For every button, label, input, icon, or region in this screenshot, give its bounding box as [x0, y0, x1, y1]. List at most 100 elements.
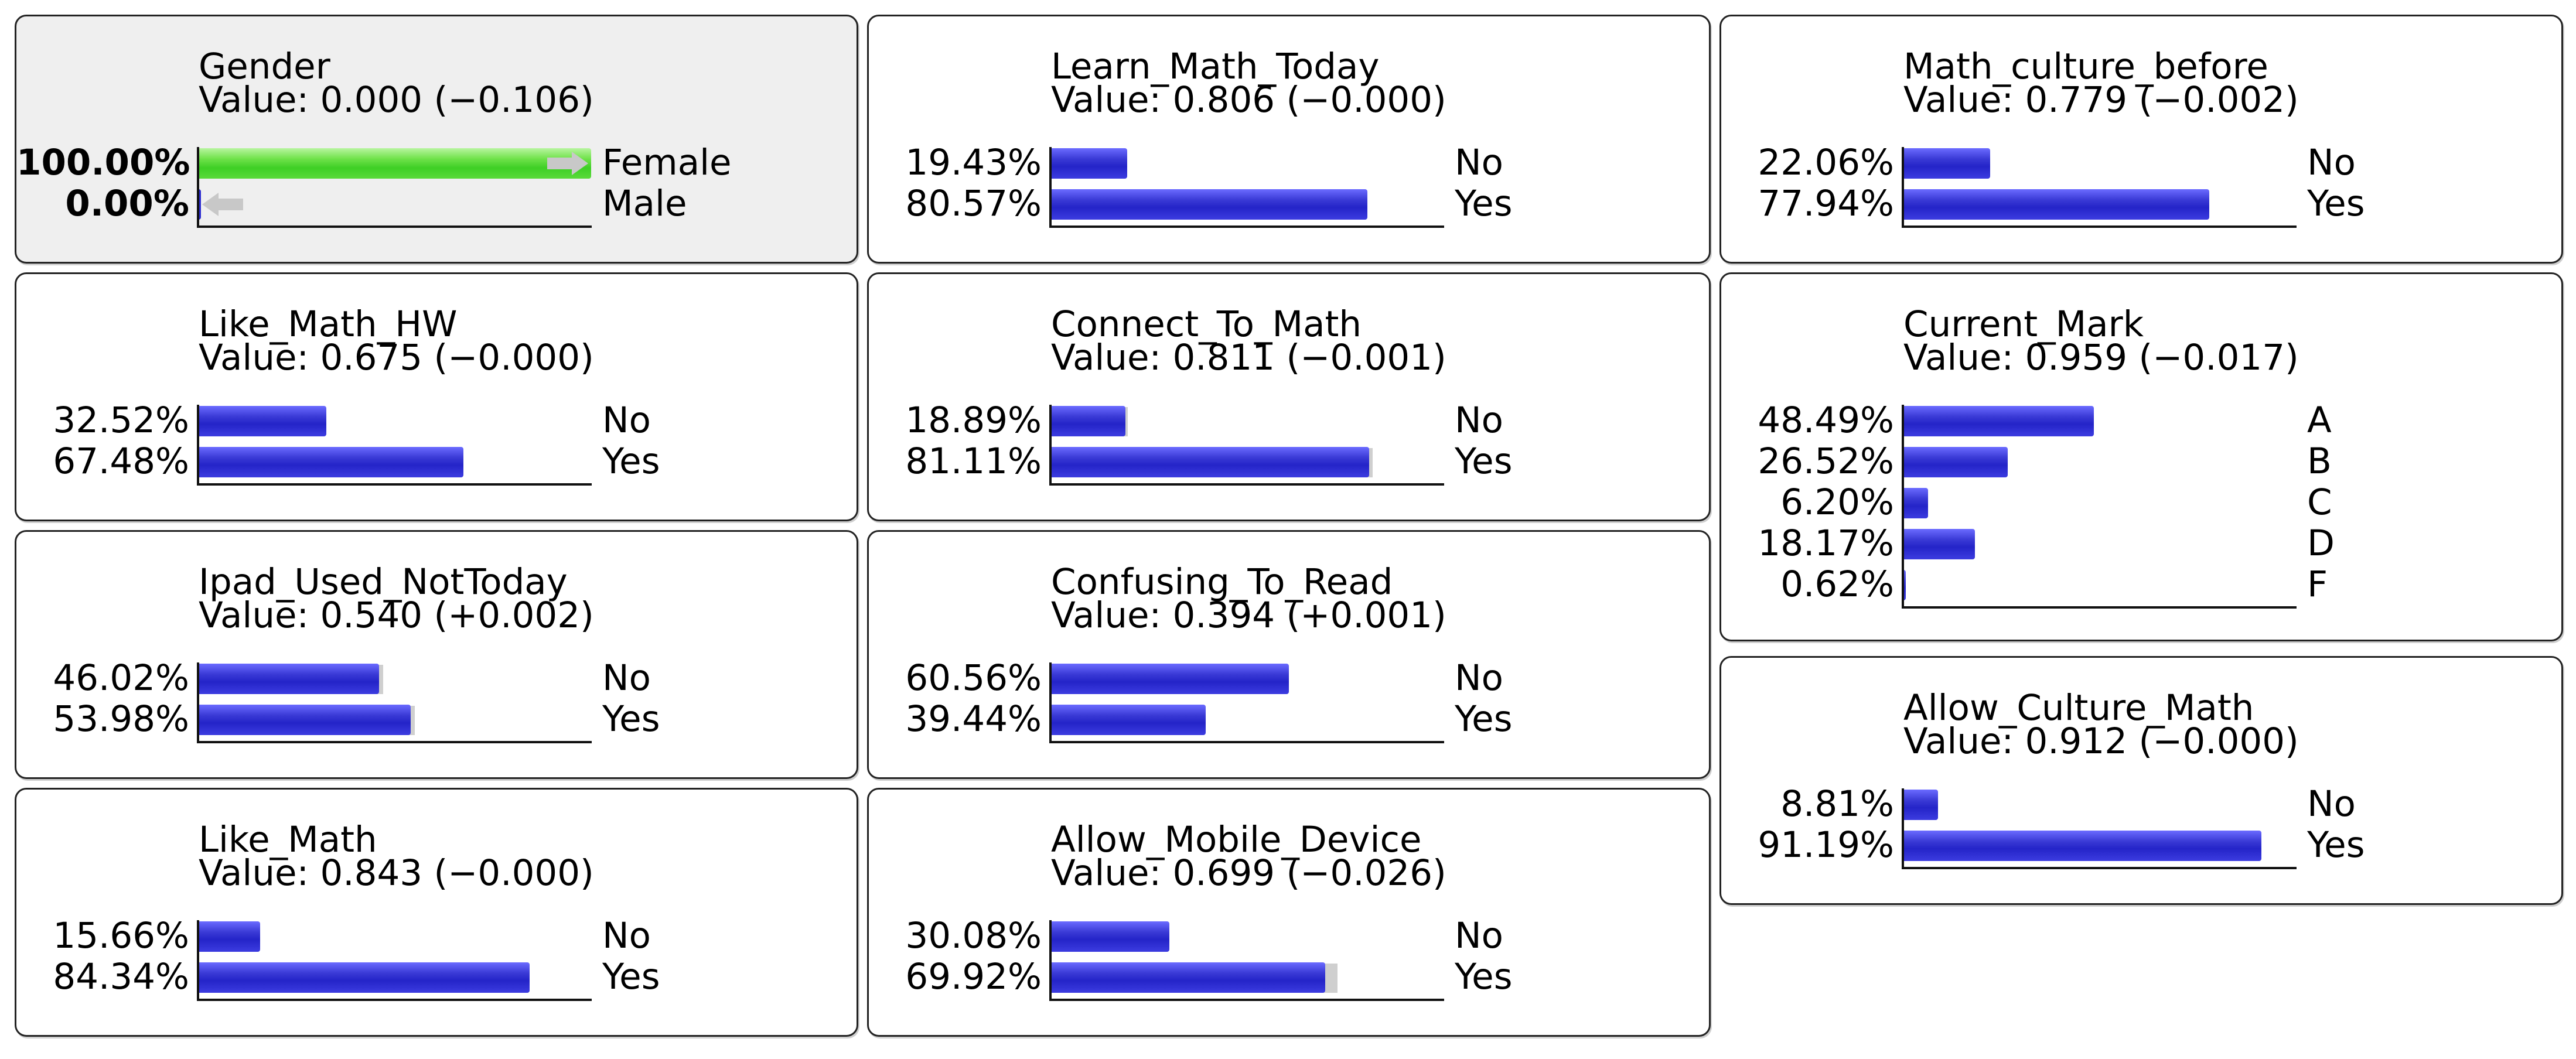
- bar-axis-horizontal: [1049, 741, 1444, 743]
- state-label: A: [2307, 399, 2332, 441]
- state-label: Yes: [1455, 183, 1513, 224]
- state-probability: 6.20%: [1780, 481, 1894, 523]
- node-confusing-to-read[interactable]: Confusing_To_Read Value: 0.394 (+0.001) 60…: [867, 530, 1711, 779]
- node-allow-mobile-device[interactable]: Allow_Mobile_Device Value: 0.699 (−0.026)…: [867, 788, 1711, 1037]
- state-bar-area: [1051, 658, 1444, 699]
- state-row[interactable]: 22.06% No: [1721, 142, 2565, 183]
- probability-bar: [199, 705, 411, 735]
- probability-bar: [1903, 790, 1939, 820]
- state-row[interactable]: 0.00% Male: [16, 183, 860, 224]
- state-row[interactable]: 80.57% Yes: [869, 183, 1712, 224]
- node-like-math[interactable]: Like_Math Value: 0.843 (−0.000) 15.66% No 84…: [15, 788, 858, 1037]
- probability-bar: [199, 447, 464, 477]
- state-bar-area: [1903, 564, 2296, 605]
- state-probability: 18.89%: [905, 399, 1042, 441]
- node-value: Value: 0.540 (+0.002): [199, 595, 594, 636]
- state-row[interactable]: 77.94% Yes: [1721, 183, 2565, 224]
- node-value: Value: 0.959 (−0.017): [1903, 337, 2299, 378]
- node-like-math-hw[interactable]: Like_Math_HW Value: 0.675 (−0.000) 32.52% N…: [15, 272, 858, 521]
- probability-bar: [199, 406, 326, 436]
- state-probability: 80.57%: [905, 183, 1042, 224]
- node-title: Like_Math: [199, 819, 377, 860]
- state-probability: 81.11%: [905, 440, 1042, 482]
- node-gender[interactable]: Gender Value: 0.000 (−0.106) 100.00% Female…: [15, 15, 858, 264]
- state-label: B: [2307, 440, 2332, 482]
- probability-bar: [199, 189, 201, 220]
- state-row[interactable]: 81.11% Yes: [869, 441, 1712, 482]
- state-row[interactable]: 67.48% Yes: [16, 441, 860, 482]
- state-bar-area: [1903, 400, 2296, 441]
- node-math-culture-before[interactable]: Math_culture_before Value: 0.779 (−0.002)…: [1719, 15, 2563, 264]
- probability-bar: [1903, 406, 2094, 436]
- node-value: Value: 0.806 (−0.000): [1051, 79, 1446, 121]
- state-row[interactable]: 18.89% No: [869, 400, 1712, 441]
- node-value: Value: 0.843 (−0.000): [199, 852, 594, 894]
- state-probability: 19.43%: [905, 142, 1042, 183]
- state-label: Yes: [602, 440, 660, 482]
- probability-bar: [199, 921, 260, 952]
- bar-axis-horizontal: [1902, 226, 2297, 228]
- state-bar-area: [1903, 183, 2296, 224]
- probability-bar: [1903, 831, 2261, 861]
- state-row[interactable]: 15.66% No: [16, 915, 860, 956]
- state-probability: 84.34%: [53, 956, 189, 997]
- node-title: Ipad_Used_NotToday: [199, 561, 568, 603]
- probability-bar: [1051, 921, 1169, 952]
- state-row[interactable]: 91.19% Yes: [1721, 825, 2565, 866]
- state-row[interactable]: 32.52% No: [16, 400, 860, 441]
- bar-axis-vertical: [197, 147, 199, 227]
- node-current-mark[interactable]: Current_Mark Value: 0.959 (−0.017) 48.49% A…: [1719, 272, 2563, 641]
- node-title: Confusing_To_Read: [1051, 561, 1393, 603]
- bar-axis-horizontal: [1902, 867, 2297, 869]
- state-bar-area: [199, 400, 591, 441]
- state-bar-area: [199, 956, 591, 997]
- probability-bar: [199, 148, 591, 179]
- state-label: Female: [602, 142, 732, 183]
- bar-axis-vertical: [1902, 147, 1904, 227]
- state-bar-area: [199, 915, 591, 956]
- state-probability: 69.92%: [905, 956, 1042, 997]
- state-row[interactable]: 18.17% D: [1721, 523, 2565, 564]
- bar-axis-horizontal: [197, 483, 592, 486]
- state-row[interactable]: 19.43% No: [869, 142, 1712, 183]
- node-connect-to-math[interactable]: Connect_To_Math Value: 0.811 (−0.001) 18.8…: [867, 272, 1711, 521]
- node-ipad-used-nottoday[interactable]: Ipad_Used_NotToday Value: 0.540 (+0.002) 4…: [15, 530, 858, 779]
- state-row[interactable]: 26.52% B: [1721, 441, 2565, 482]
- probability-bar: [199, 962, 530, 993]
- state-bar-area: [1051, 441, 1444, 482]
- state-row[interactable]: 6.20% C: [1721, 482, 2565, 523]
- state-row[interactable]: 100.00% Female: [16, 142, 860, 183]
- state-row[interactable]: 69.92% Yes: [869, 956, 1712, 997]
- bar-axis-horizontal: [197, 741, 592, 743]
- state-label: No: [1455, 915, 1503, 956]
- state-bar-area: [199, 142, 591, 183]
- state-probability: 30.08%: [905, 915, 1042, 956]
- state-label: Yes: [602, 956, 660, 997]
- state-probability: 0.62%: [1780, 563, 1894, 605]
- state-row[interactable]: 84.34% Yes: [16, 956, 860, 997]
- state-label: Yes: [1455, 956, 1513, 997]
- state-probability: 100.00%: [16, 142, 190, 183]
- state-label: Yes: [2307, 183, 2365, 224]
- state-row[interactable]: 8.81% No: [1721, 784, 2565, 825]
- node-value: Value: 0.699 (−0.026): [1051, 852, 1446, 894]
- node-value: Value: 0.912 (−0.000): [1903, 720, 2299, 762]
- bar-axis-vertical: [197, 405, 199, 484]
- node-allow-culture-math[interactable]: Allow_Culture_Math Value: 0.912 (−0.000) 8…: [1719, 656, 2563, 905]
- bar-axis-horizontal: [197, 226, 592, 228]
- state-row[interactable]: 60.56% No: [869, 658, 1712, 699]
- state-label: C: [2307, 481, 2332, 523]
- state-row[interactable]: 53.98% Yes: [16, 699, 860, 740]
- state-row[interactable]: 48.49% A: [1721, 400, 2565, 441]
- state-label: F: [2307, 563, 2328, 605]
- state-row[interactable]: 46.02% No: [16, 658, 860, 699]
- state-label: D: [2307, 522, 2335, 564]
- state-probability: 26.52%: [1758, 440, 1894, 482]
- state-row[interactable]: 30.08% No: [869, 915, 1712, 956]
- node-value: Value: 0.811 (−0.001): [1051, 337, 1446, 378]
- state-bar-area: [1903, 784, 2296, 825]
- probability-bar: [1903, 529, 1975, 559]
- state-row[interactable]: 39.44% Yes: [869, 699, 1712, 740]
- state-row[interactable]: 0.62% F: [1721, 564, 2565, 605]
- node-learn-math-today[interactable]: Learn_Math_Today Value: 0.806 (−0.000) 19.…: [867, 15, 1711, 264]
